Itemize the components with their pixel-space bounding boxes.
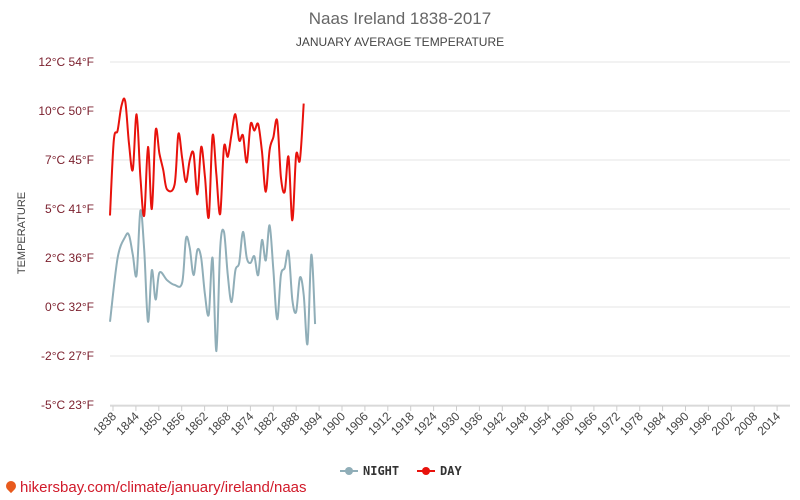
chart-subtitle: JANUARY AVERAGE TEMPERATURE bbox=[296, 35, 504, 49]
y-tick-label: 7°C 45°F bbox=[45, 153, 94, 167]
y-tick-label: -2°C 27°F bbox=[41, 349, 94, 363]
x-tick-label: 1868 bbox=[205, 409, 234, 438]
x-tick-label: 1894 bbox=[296, 409, 325, 438]
x-tick-label: 1882 bbox=[251, 409, 280, 438]
series-line-night bbox=[109, 209, 317, 353]
x-axis-ticks: 1838184418501856186218681874188218881894… bbox=[90, 406, 783, 438]
legend-label-day: DAY bbox=[440, 464, 462, 478]
legend: NIGHT DAY bbox=[340, 464, 462, 478]
x-tick-label: 1942 bbox=[480, 409, 509, 438]
x-tick-label: 1948 bbox=[503, 409, 532, 438]
x-tick-label: 1954 bbox=[525, 409, 554, 438]
x-tick-label: 1888 bbox=[274, 409, 303, 438]
location-pin-icon bbox=[3, 478, 19, 494]
x-tick-label: 1984 bbox=[640, 409, 669, 438]
x-tick-label: 1850 bbox=[136, 409, 165, 438]
legend-label-night: NIGHT bbox=[363, 464, 399, 478]
y-axis-ticks: 12°C 54°F 10°C 50°F 7°C 45°F 5°C 41°F 2°C 36… bbox=[38, 55, 94, 412]
x-tick-label: 1862 bbox=[182, 409, 211, 438]
x-tick-label: 1856 bbox=[159, 409, 188, 438]
chart-title: Naas Ireland 1838-2017 bbox=[309, 9, 491, 28]
y-tick-label: 10°C 50°F bbox=[38, 104, 94, 118]
x-tick-label: 1978 bbox=[617, 409, 646, 438]
source-link[interactable]: hikersbay.com/climate/january/ireland/na… bbox=[3, 478, 307, 496]
x-tick-label: 1906 bbox=[342, 409, 371, 438]
legend-item-day[interactable]: DAY bbox=[417, 464, 462, 478]
x-tick-label: 1912 bbox=[365, 409, 394, 438]
y-tick-label: 5°C 41°F bbox=[45, 202, 94, 216]
x-tick-label: 2002 bbox=[709, 409, 738, 438]
x-tick-label: 1900 bbox=[319, 409, 348, 438]
y-tick-label: 2°C 36°F bbox=[45, 251, 94, 265]
x-tick-label: 1844 bbox=[113, 409, 142, 438]
series-lines bbox=[109, 97, 317, 353]
y-axis-label: TEMPERATURE bbox=[16, 192, 28, 274]
x-tick-label: 1838 bbox=[90, 409, 119, 438]
x-tick-label: 1960 bbox=[548, 409, 577, 438]
x-tick-label: 1966 bbox=[571, 409, 600, 438]
y-tick-label: 0°C 32°F bbox=[45, 300, 94, 314]
x-tick-label: 1930 bbox=[434, 409, 463, 438]
y-tick-label: -5°C 23°F bbox=[41, 398, 94, 412]
x-tick-label: 1996 bbox=[686, 409, 715, 438]
source-text: hikersbay.com/climate/january/ireland/na… bbox=[20, 479, 307, 496]
legend-item-night[interactable]: NIGHT bbox=[340, 464, 399, 478]
y-tick-label: 12°C 54°F bbox=[38, 55, 94, 69]
series-line-day bbox=[109, 97, 305, 222]
x-tick-label: 1936 bbox=[457, 409, 486, 438]
x-tick-label: 1990 bbox=[663, 409, 692, 438]
x-tick-label: 2014 bbox=[754, 409, 783, 438]
x-tick-label: 1972 bbox=[594, 409, 623, 438]
grid-lines bbox=[110, 61, 790, 407]
x-tick-label: 1874 bbox=[228, 409, 257, 438]
x-tick-label: 1918 bbox=[388, 409, 417, 438]
x-tick-label: 1924 bbox=[411, 409, 440, 438]
x-tick-label: 2008 bbox=[732, 409, 761, 438]
